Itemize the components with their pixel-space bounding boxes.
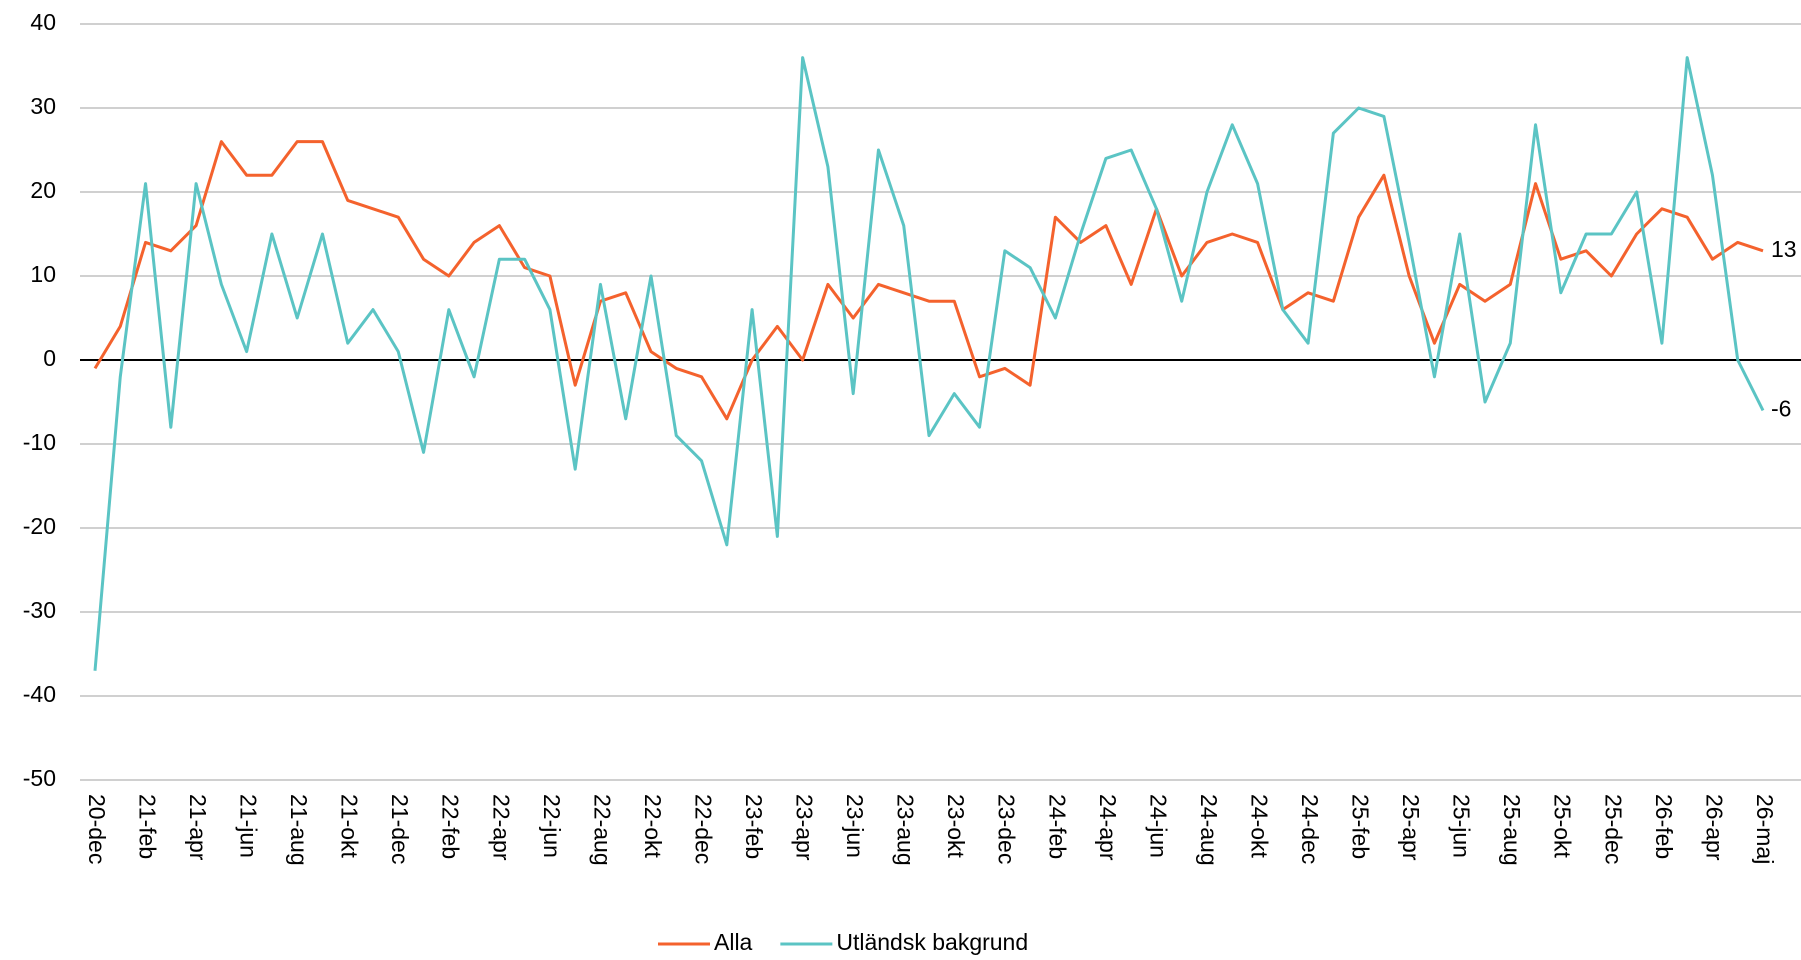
x-tick-label: 24-aug — [1196, 794, 1222, 866]
x-tick-label: 24-apr — [1095, 794, 1121, 861]
x-tick-label: 23-jun — [842, 794, 868, 858]
x-tick-label: 25-okt — [1550, 794, 1576, 859]
x-tick-label: 22-okt — [640, 794, 666, 859]
y-tick-label: -20 — [23, 513, 56, 539]
x-tick-label: 21-dec — [387, 794, 413, 864]
x-tick-label: 22-jun — [539, 794, 565, 858]
end-label: -6 — [1771, 395, 1791, 421]
x-tick-label: 26-feb — [1651, 794, 1677, 859]
y-tick-label: -40 — [23, 681, 56, 707]
y-tick-label: 40 — [30, 9, 56, 35]
y-tick-label: -10 — [23, 429, 56, 455]
x-tick-label: 23-apr — [792, 794, 818, 861]
x-tick-label: 23-aug — [893, 794, 919, 866]
x-tick-label: 25-apr — [1398, 794, 1424, 861]
x-tick-label: 24-jun — [1145, 794, 1171, 858]
x-tick-label: 24-okt — [1246, 794, 1272, 859]
x-tick-label: 21-okt — [337, 794, 363, 859]
x-tick-label: 22-aug — [589, 794, 615, 866]
series-line — [93, 140, 1764, 421]
x-tick-label: 23-okt — [943, 794, 969, 859]
x-tick-label: 23-feb — [741, 794, 767, 859]
x-tick-label: 21-aug — [286, 794, 312, 866]
x-tick-label: 26-apr — [1701, 794, 1727, 861]
end-label: 13 — [1771, 236, 1797, 262]
y-tick-label: -50 — [23, 765, 56, 791]
x-tick-label: 24-dec — [1297, 794, 1323, 864]
x-tick-label: 26-maj — [1752, 794, 1778, 864]
x-tick-label: 25-jun — [1449, 794, 1475, 858]
x-tick-label: 21-feb — [134, 794, 160, 859]
y-tick-label: 0 — [43, 345, 56, 371]
y-tick-label: -30 — [23, 597, 56, 623]
x-tick-label: 25-dec — [1600, 794, 1626, 864]
legend-label: Alla — [714, 929, 753, 955]
x-tick-label: 21-jun — [236, 794, 262, 858]
series-line — [93, 56, 1765, 671]
x-tick-label: 22-dec — [690, 794, 716, 864]
x-tick-label: 24-feb — [1044, 794, 1070, 859]
x-tick-label: 22-feb — [438, 794, 464, 859]
legend-label: Utländsk bakgrund — [836, 929, 1028, 955]
x-tick-label: 25-aug — [1499, 794, 1525, 866]
y-tick-label: 30 — [30, 93, 56, 119]
x-tick-label: 22-apr — [488, 794, 514, 861]
x-tick-label: 21-apr — [185, 794, 211, 861]
y-tick-label: 20 — [30, 177, 56, 203]
x-tick-label: 20-dec — [84, 794, 110, 864]
x-tick-label: 25-feb — [1348, 794, 1374, 859]
y-tick-label: 10 — [30, 261, 56, 287]
x-tick-label: 23-dec — [994, 794, 1020, 864]
